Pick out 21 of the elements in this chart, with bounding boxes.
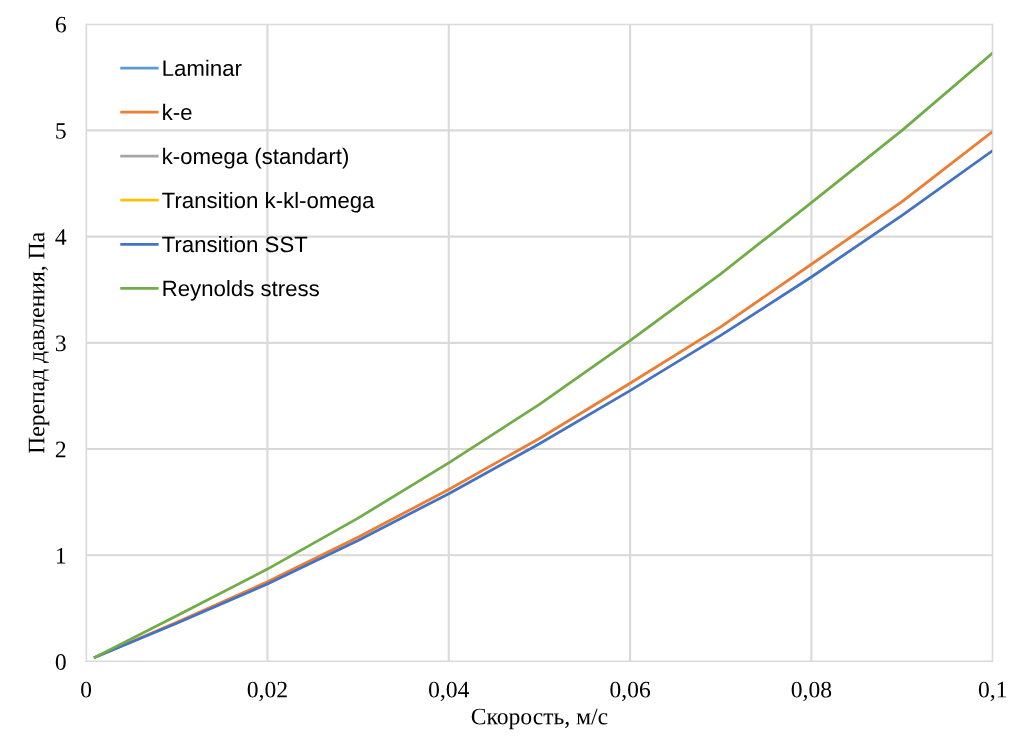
legend-label: k-omega (standart)	[163, 147, 349, 169]
x-tick-label: 0	[81, 681, 92, 698]
legend-label: k-e	[163, 103, 192, 121]
y-tick-label: 0	[55, 653, 66, 670]
y-axis-title: Перепад давления, Па	[28, 232, 50, 454]
y-tick-label: 2	[55, 441, 66, 458]
y-tick-label: 4	[55, 229, 67, 245]
legend-label: Transition SST	[162, 235, 308, 253]
x-axis-title: Скорость, м/с	[471, 708, 608, 730]
y-tick-label: 3	[55, 335, 66, 352]
x-tick-label: 0,06	[610, 681, 651, 701]
legend-label: Reynolds stress	[163, 279, 319, 301]
x-tick-label: 0,1	[978, 681, 1007, 701]
y-tick-label: 1	[56, 547, 66, 564]
x-tick-label: 0,08	[791, 681, 832, 701]
legend-label: Laminar	[163, 59, 242, 77]
y-tick-label: 5	[56, 123, 66, 139]
x-tick-label: 0,02	[247, 681, 287, 701]
y-tick-label: 6	[55, 16, 66, 33]
x-tick-label: 0,04	[429, 681, 470, 701]
legend-label: Transition k-kl-omega	[162, 191, 375, 213]
